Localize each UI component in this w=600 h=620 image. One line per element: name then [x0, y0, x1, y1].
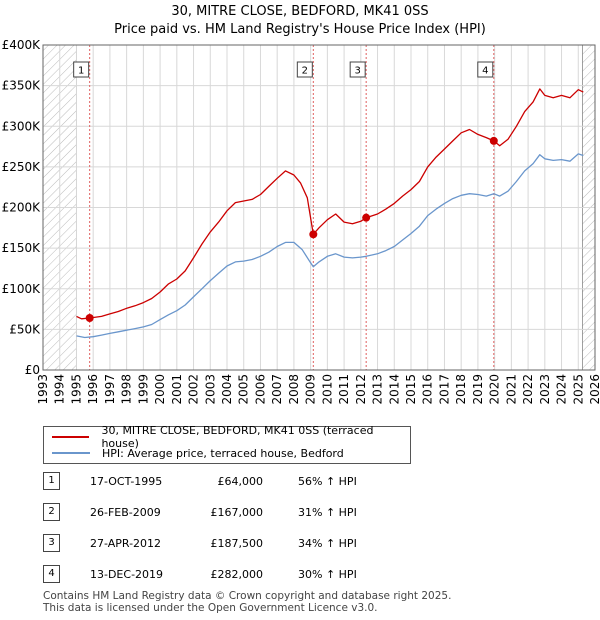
x-tick-label: 2008 — [287, 374, 301, 405]
x-tick-label: 2022 — [521, 374, 535, 405]
sale-label-box — [296, 61, 313, 78]
table-row: 1 17-OCT-1995 £64,000 56% ↑ HPI — [43, 472, 403, 492]
x-tick-label: 2007 — [270, 374, 284, 405]
x-tick-label: 1999 — [136, 374, 150, 405]
price-chart: £0 £50K £100K £150K £200K £250K £300K £350K £400… — [2, 38, 600, 405]
sale-label-number: 2 — [302, 66, 308, 77]
x-tick-label: 2015 — [404, 374, 418, 405]
x-tick-label: 2023 — [538, 374, 552, 405]
chart-legend: 30, MITRE CLOSE, BEDFORD, MK41 0SS (terr… — [43, 424, 411, 464]
sale-label-number: 4 — [482, 66, 488, 77]
transaction-hpi: 30% ↑ HPI — [298, 568, 357, 581]
sale-label-number: 1 — [78, 66, 84, 77]
transaction-number: 3 — [43, 534, 60, 552]
legend-label-hpi: HPI: Average price, terraced house, Bedf… — [102, 446, 344, 460]
sale-label-number: 3 — [354, 66, 360, 77]
footer-line-2: This data is licensed under the Open Gov… — [43, 602, 378, 614]
x-tick-label: 2011 — [337, 374, 351, 405]
x-tick-label: 2002 — [187, 374, 201, 405]
x-tick-label: 2003 — [203, 374, 217, 405]
x-tick-label: 2024 — [555, 374, 569, 405]
sale-label-box — [73, 61, 90, 78]
x-tick-label: 1998 — [120, 374, 134, 405]
y-tick-label: £400K — [2, 38, 42, 52]
series-line-property — [76, 88, 584, 320]
transaction-number: 4 — [43, 565, 60, 583]
table-row: 4 13-DEC-2019 £282,000 30% ↑ HPI — [43, 565, 403, 585]
sale-point — [362, 213, 371, 222]
transaction-hpi: 56% ↑ HPI — [298, 475, 357, 488]
x-tick-label: 2014 — [387, 374, 401, 405]
x-tick-label: 1994 — [53, 374, 67, 405]
x-tick-label: 2009 — [304, 374, 318, 405]
legend-label-property: 30, MITRE CLOSE, BEDFORD, MK41 0SS (terr… — [101, 424, 374, 450]
transaction-price: £282,000 — [210, 568, 264, 581]
transaction-hpi: 34% ↑ HPI — [298, 537, 357, 550]
y-tick-label: £200K — [2, 201, 42, 215]
table-row: 2 26-FEB-2009 £167,000 31% ↑ HPI — [43, 503, 403, 523]
x-tick-label: 2026 — [588, 374, 600, 405]
y-tick-label: £100K — [2, 282, 42, 296]
footer-line-1: Contains HM Land Registry data © Crown c… — [43, 590, 452, 602]
footer-attribution: Contains HM Land Registry data © Crown c… — [43, 590, 451, 614]
x-tick-label: 2020 — [488, 374, 502, 405]
transaction-price: £64,000 — [217, 475, 264, 488]
transaction-price: £167,000 — [210, 506, 264, 519]
x-tick-label: 1995 — [69, 374, 83, 405]
x-tick-label: 1997 — [103, 374, 117, 405]
x-tick-label: 2025 — [571, 374, 585, 405]
transaction-date: 26-FEB-2009 — [90, 506, 161, 519]
chart-title: 30, MITRE CLOSE, BEDFORD, MK41 0SS — [171, 4, 429, 19]
x-tick-label: 2018 — [454, 374, 468, 405]
y-tick-label: £250K — [2, 160, 42, 174]
sale-point — [85, 314, 94, 322]
x-tick-label: 2001 — [170, 374, 184, 405]
x-tick-label: 2005 — [237, 374, 251, 405]
legend-swatch-hpi — [52, 452, 90, 454]
y-tick-label: £50K — [9, 322, 41, 336]
x-tick-label: 2021 — [504, 374, 518, 405]
plot-frame — [42, 44, 596, 371]
chart-subtitle: Price paid vs. HM Land Registry's House … — [114, 22, 486, 37]
transaction-date: 13-DEC-2019 — [90, 568, 164, 581]
y-tick-label: £300K — [2, 119, 42, 133]
sale-label-box — [349, 61, 366, 78]
transaction-hpi: 31% ↑ HPI — [298, 506, 357, 519]
x-tick-label: 2016 — [421, 374, 435, 405]
sale-label-box — [477, 61, 494, 78]
sale-point — [489, 136, 498, 145]
legend-item-property: 30, MITRE CLOSE, BEDFORD, MK41 0SS (terr… — [52, 424, 410, 450]
y-tick-label: £0 — [25, 363, 40, 377]
x-tick-label: 2017 — [437, 374, 451, 405]
x-tick-label: 2000 — [153, 374, 167, 405]
legend-item-hpi: HPI: Average price, terraced house, Bedf… — [52, 445, 344, 461]
transaction-number: 2 — [43, 503, 60, 521]
y-tick-label: £350K — [2, 79, 42, 93]
transaction-date: 17-OCT-1995 — [90, 475, 163, 488]
y-tick-label: £150K — [2, 241, 42, 255]
transaction-number: 1 — [43, 472, 60, 490]
x-tick-label: 2004 — [220, 374, 234, 405]
series-line-hpi — [76, 153, 584, 339]
x-tick-label: 2019 — [471, 374, 485, 405]
legend-swatch-property — [52, 436, 90, 438]
x-tick-label: 1993 — [36, 374, 50, 405]
transaction-date: 27-APR-2012 — [90, 537, 162, 550]
x-tick-label: 2013 — [371, 374, 385, 405]
x-tick-label: 2006 — [253, 374, 267, 405]
x-tick-label: 2012 — [354, 374, 368, 405]
table-row: 3 27-APR-2012 £187,500 34% ↑ HPI — [43, 534, 403, 554]
transaction-price: £187,500 — [210, 537, 264, 550]
sale-point — [309, 230, 318, 239]
x-tick-label: 2010 — [320, 374, 334, 405]
x-tick-label: 1996 — [86, 374, 100, 405]
